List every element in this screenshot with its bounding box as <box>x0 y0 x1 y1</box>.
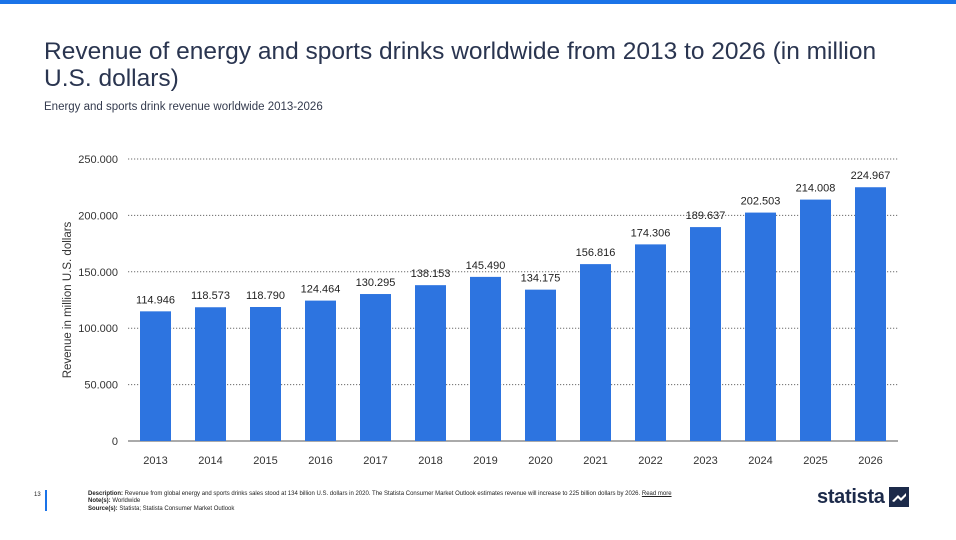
footer-notes-line: Note(s): Worldwide <box>88 498 728 505</box>
x-tick-label: 2020 <box>528 455 552 467</box>
bar <box>635 244 666 441</box>
bar <box>140 311 171 441</box>
page-number: 13 <box>34 492 41 498</box>
data-label: 118.790 <box>246 290 285 302</box>
data-label: 156.816 <box>576 247 616 259</box>
data-label: 214.008 <box>796 183 836 195</box>
bar <box>195 307 226 441</box>
bar <box>690 227 721 441</box>
x-tick-label: 2015 <box>253 455 277 467</box>
x-tick-label: 2013 <box>143 455 167 467</box>
data-label: 174.306 <box>631 227 671 239</box>
data-label: 224.967 <box>851 170 891 182</box>
x-tick-label: 2017 <box>363 455 387 467</box>
x-tick-label: 2022 <box>638 455 662 467</box>
notes-label: Note(s): <box>88 498 111 505</box>
data-label: 145.490 <box>466 260 506 272</box>
footer-description: Description: Revenue from global energy … <box>88 491 728 498</box>
x-tick-label: 2019 <box>473 455 497 467</box>
description-text: Revenue from global energy and sports dr… <box>123 491 641 497</box>
y-tick-label: 50.000 <box>84 380 118 392</box>
data-label: 124.464 <box>301 284 341 296</box>
data-label: 114.946 <box>136 294 175 306</box>
y-tick-label: 250.000 <box>78 154 118 166</box>
top-accent-bar <box>0 0 956 4</box>
y-axis-label: Revenue in million U.S. dollars <box>62 221 74 378</box>
bar <box>580 264 611 441</box>
statista-logo-icon <box>888 487 909 507</box>
statista-logo: statista <box>817 485 909 509</box>
bar <box>470 276 501 441</box>
footer-accent-bar <box>45 490 47 511</box>
data-label: 130.295 <box>356 277 396 289</box>
bar <box>855 187 886 441</box>
y-tick-label: 150.000 <box>78 267 118 279</box>
bar <box>525 289 556 441</box>
bar <box>360 294 391 441</box>
chart-title: Revenue of energy and sports drinks worl… <box>44 38 877 92</box>
read-more-link[interactable]: Read more <box>641 491 672 497</box>
source-label: Source(s): <box>88 505 118 512</box>
data-label: 202.503 <box>741 196 781 208</box>
bar-chart: 0 50.000 100.000 150.000 200.000 250.000 Reven… <box>62 154 898 467</box>
x-tick-label: 2026 <box>858 455 882 467</box>
bar <box>745 212 776 441</box>
bar <box>305 300 336 441</box>
x-tick-label: 2014 <box>198 455 222 467</box>
data-label: 134.175 <box>521 273 561 285</box>
footer-source-line: Source(s): Statista; Statista Consumer M… <box>88 506 728 513</box>
chart-subtitle: Energy and sports drink revenue worldwid… <box>44 101 323 113</box>
y-tick-label: 200.000 <box>78 210 118 222</box>
source-text: Statista; Statista Consumer Market Outlo… <box>117 505 235 512</box>
y-tick-label: 0 <box>112 436 118 448</box>
x-tick-label: 2024 <box>748 455 772 467</box>
x-tick-label: 2018 <box>418 455 442 467</box>
bar <box>250 307 281 441</box>
logo-text: statista <box>817 485 885 508</box>
x-tick-label: 2023 <box>693 455 717 467</box>
x-tick-label: 2025 <box>803 455 827 467</box>
notes-text: Worldwide <box>110 498 141 505</box>
bar <box>800 199 831 441</box>
data-label: 138.153 <box>411 268 451 280</box>
description-label: Description: <box>88 491 124 497</box>
y-tick-label: 100.000 <box>78 323 118 335</box>
data-label: 118.573 <box>191 290 230 302</box>
x-tick-label: 2016 <box>308 455 332 467</box>
bar <box>415 285 446 441</box>
x-tick-label: 2021 <box>583 455 607 467</box>
data-label: 189.637 <box>686 210 726 222</box>
